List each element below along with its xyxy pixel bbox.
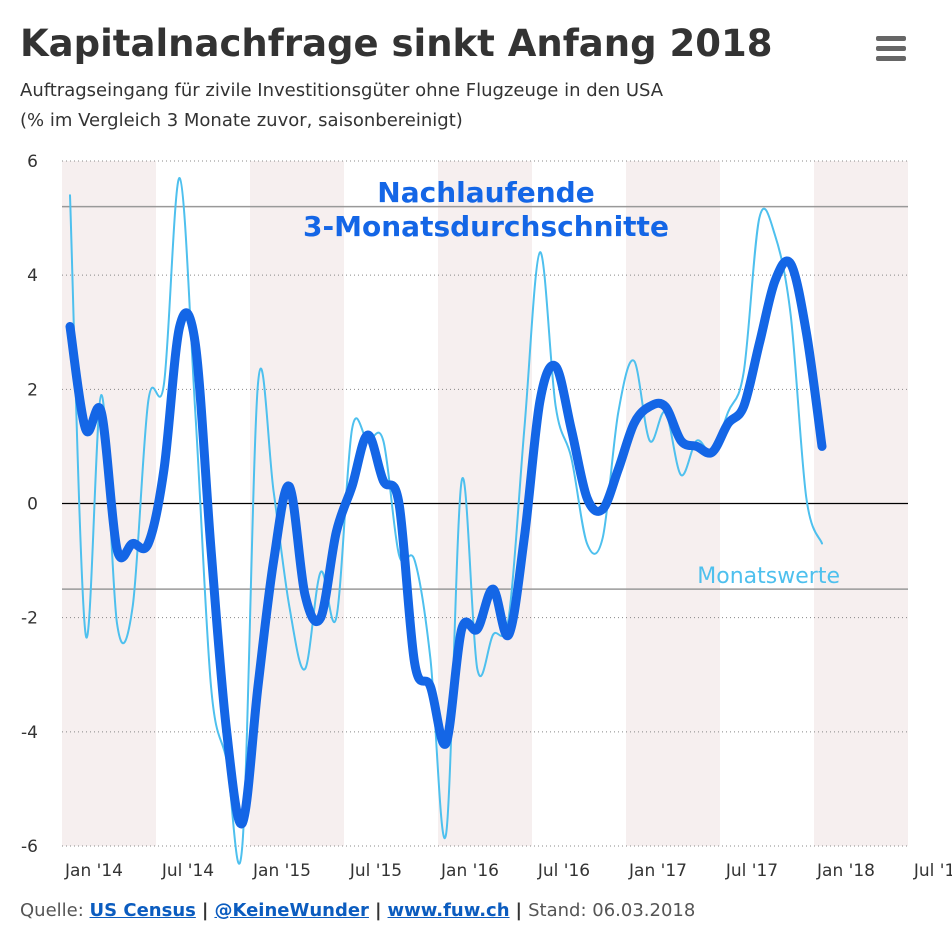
x-tick-label: Jul '17 xyxy=(725,861,778,881)
chart-subtitle-unit: (% im Vergleich 3 Monate zuvor, saisonbe… xyxy=(20,110,463,131)
stand-date: Stand: 06.03.2018 xyxy=(528,900,696,921)
site-link[interactable]: www.fuw.ch xyxy=(387,900,510,921)
x-tick-label: Jan '15 xyxy=(252,861,311,881)
menu-bar xyxy=(876,46,906,51)
chart-title: Kapitalnachfrage sinkt Anfang 2018 xyxy=(20,22,773,65)
x-tick-label: Jul '18 xyxy=(913,861,952,881)
x-tick-label: Jul '15 xyxy=(349,861,402,881)
y-tick-label: 6 xyxy=(27,152,38,172)
y-tick-label: 4 xyxy=(27,266,38,286)
x-tick-label: Jul '14 xyxy=(161,861,214,881)
separator: | xyxy=(201,900,209,921)
x-tick-label: Jan '14 xyxy=(64,861,123,881)
separator: | xyxy=(515,900,523,921)
twitter-link[interactable]: @KeineWunder xyxy=(214,900,369,921)
annotation-trailing-line2: 3-Monatsdurchschnitte xyxy=(303,210,669,243)
menu-bar xyxy=(876,56,906,61)
y-tick-label: -4 xyxy=(21,723,38,743)
x-tick-label: Jan '17 xyxy=(628,861,687,881)
y-tick-label: 0 xyxy=(27,495,38,515)
y-tick-label: 2 xyxy=(27,380,38,400)
footer-source: Quelle: US Census | @KeineWunder | www.fuw.c… xyxy=(20,900,695,921)
x-tick-label: Jan '18 xyxy=(816,861,875,881)
source-prefix: Quelle: xyxy=(20,900,84,921)
annotation-monthly: Monatswerte xyxy=(697,564,840,589)
separator: | xyxy=(374,900,382,921)
annotation-trailing-line1: Nachlaufende xyxy=(377,176,594,209)
series-line-trailing_average xyxy=(65,256,827,829)
chart-subtitle: Auftragseingang für zivile Investitionsg… xyxy=(20,80,664,101)
y-tick-label: -2 xyxy=(21,609,38,629)
hamburger-menu-icon[interactable] xyxy=(876,36,906,62)
source-link[interactable]: US Census xyxy=(89,900,196,921)
menu-bar xyxy=(876,36,906,41)
x-tick-label: Jul '16 xyxy=(537,861,590,881)
x-tick-label: Jan '16 xyxy=(440,861,499,881)
y-tick-label: -6 xyxy=(21,837,38,857)
line-chart: -6 -4 -2 0 2 4 6 Jan '14 Jul '14 Jan '15 Jul '15 Ja… xyxy=(21,152,952,881)
